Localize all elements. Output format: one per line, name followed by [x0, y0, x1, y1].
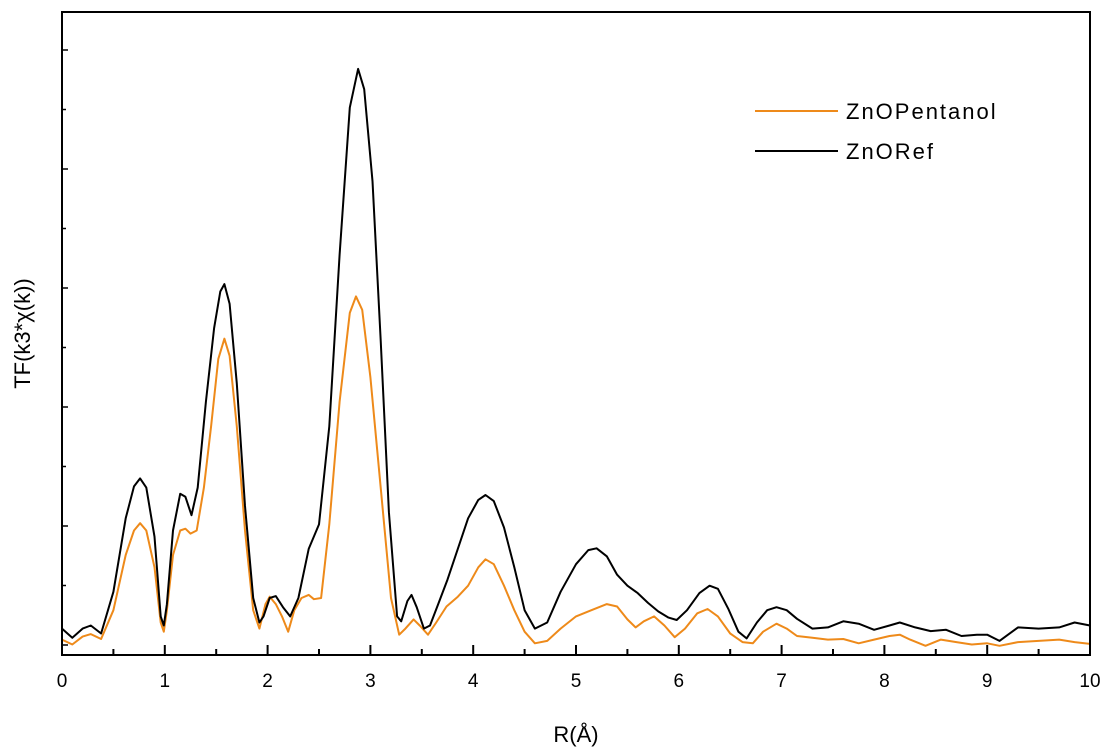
y-axis-ticks [62, 49, 68, 646]
x-tick-label: 1 [160, 671, 171, 692]
x-tick-label: 2 [262, 671, 273, 692]
x-axis-ticks [61, 645, 1091, 655]
plot-lines [61, 67, 1091, 647]
series-line-ZnORef [61, 67, 1091, 642]
x-tick-label: 10 [1079, 671, 1100, 692]
x-tick-label: 3 [365, 671, 376, 692]
x-tick-label: 8 [879, 671, 890, 692]
series-line-ZnOPentanol [61, 295, 1091, 647]
x-axis-title: R(Å) [553, 722, 598, 747]
x-tick-label: 6 [674, 671, 685, 692]
x-axis-tick-labels: 0 1 2 3 4 5 6 7 8 9 10 [57, 671, 1101, 692]
x-tick-label: 7 [776, 671, 787, 692]
legend-label-ZnORef: ZnORef [846, 139, 935, 164]
x-tick-label: 5 [571, 671, 582, 692]
x-tick-label: 9 [982, 671, 993, 692]
y-axis-title: TF(k3*χ(k)) [10, 278, 35, 389]
x-tick-label: 0 [57, 671, 68, 692]
x-tick-label: 4 [468, 671, 479, 692]
legend: ZnOPentanol ZnORef [755, 99, 998, 164]
legend-label-ZnOPentanol: ZnOPentanol [846, 99, 998, 124]
